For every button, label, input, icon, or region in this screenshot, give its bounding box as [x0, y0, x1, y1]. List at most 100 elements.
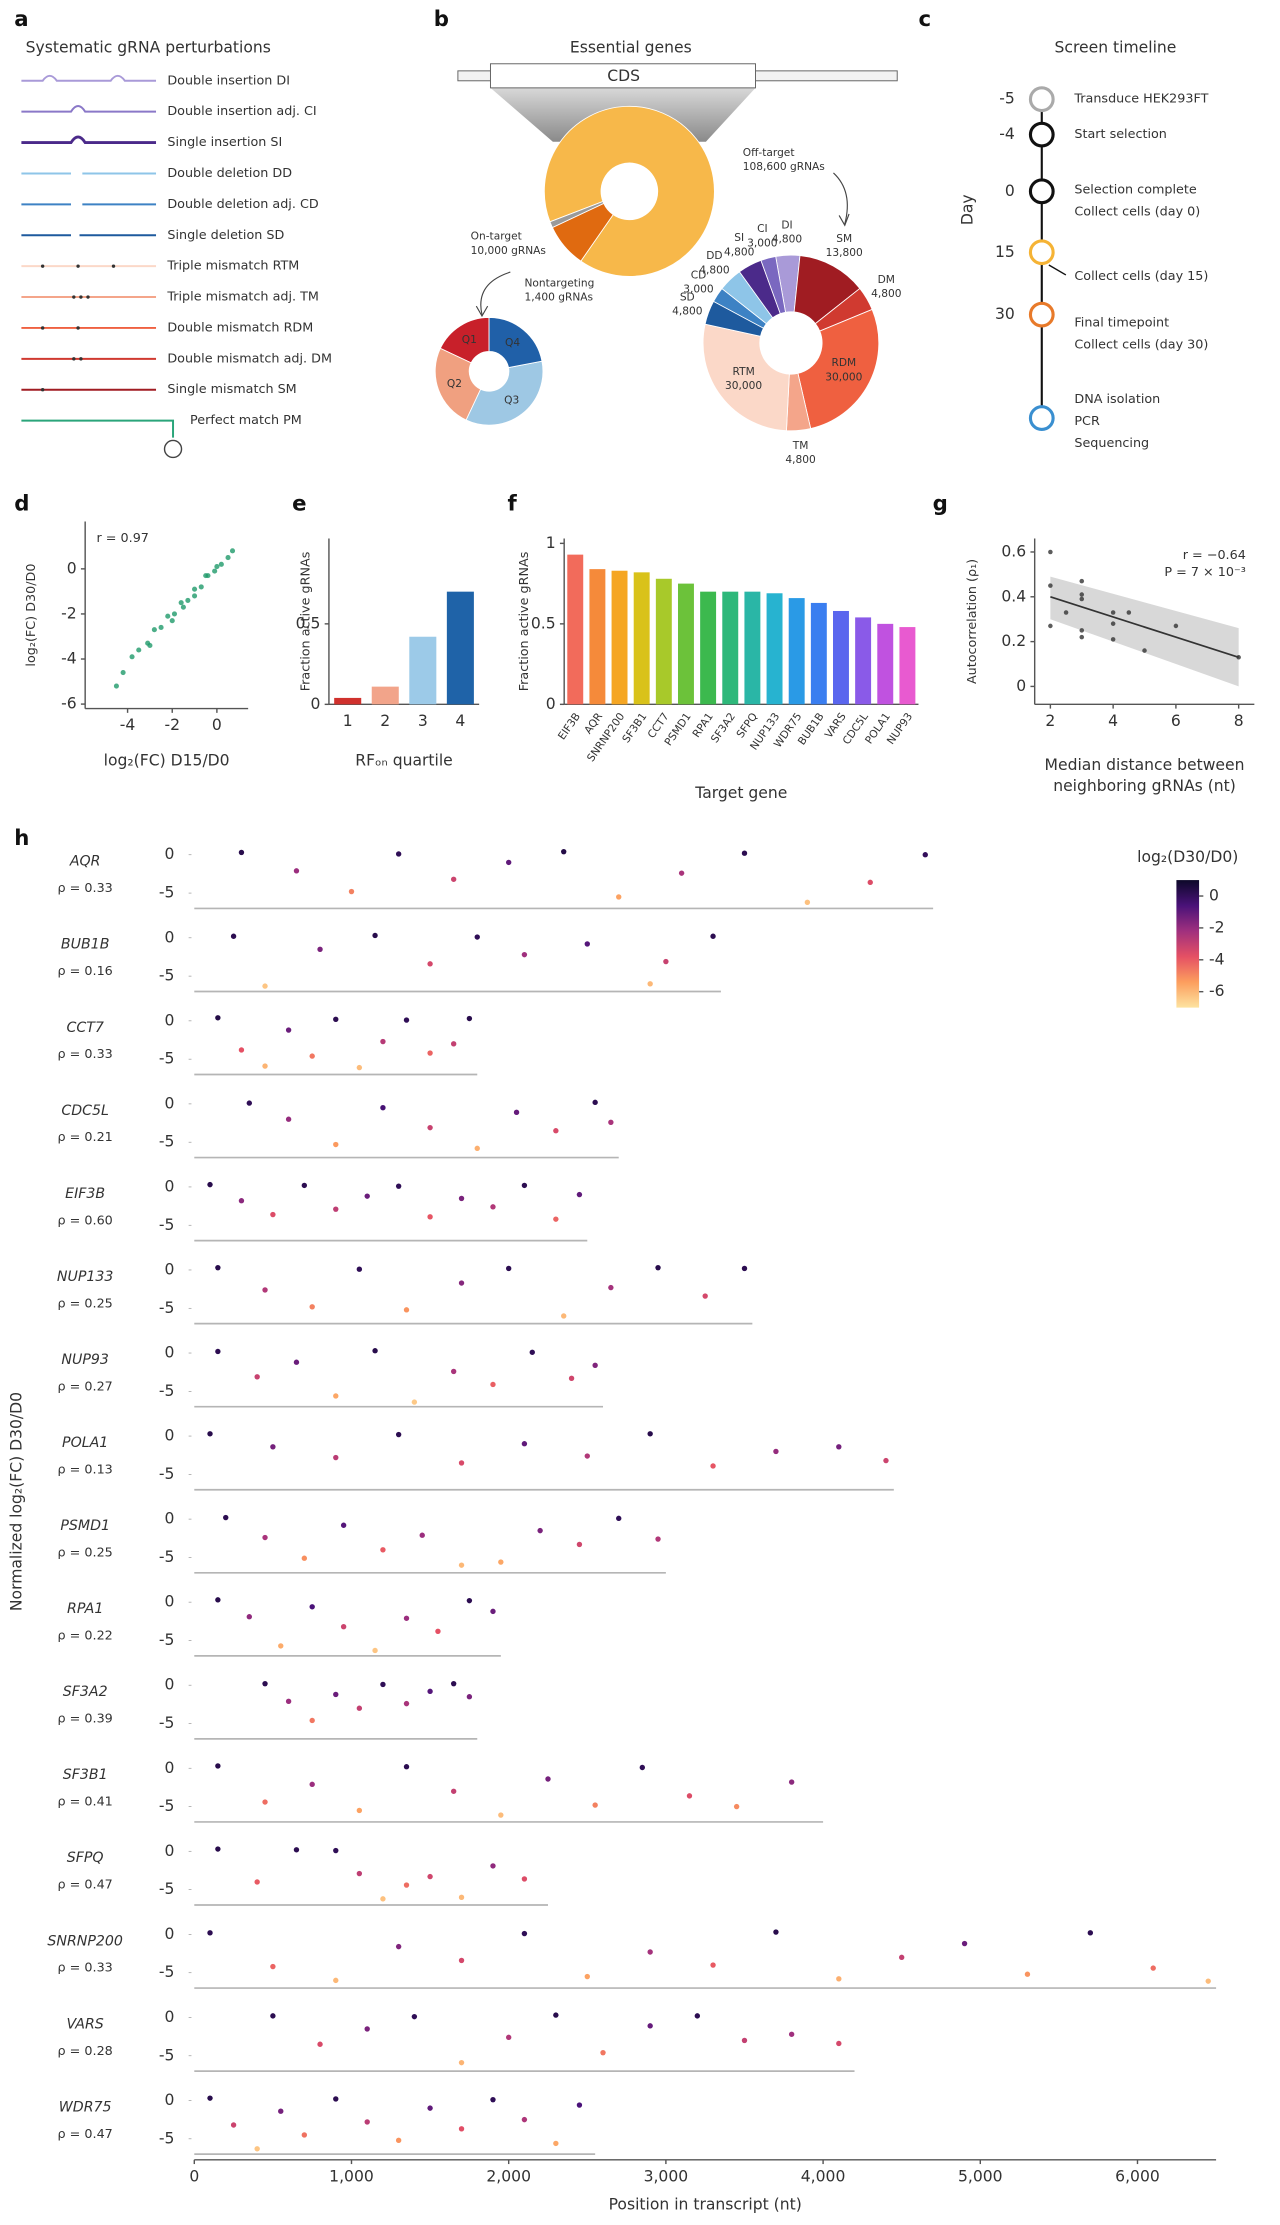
arrow [480, 271, 511, 315]
perturbation-label: Double insertion DI [167, 73, 290, 88]
point [278, 1643, 284, 1649]
point [198, 584, 204, 590]
point [1024, 1971, 1031, 1977]
segment-label: Off-target [743, 146, 795, 159]
point [647, 2023, 653, 2029]
arrow-head [838, 213, 850, 227]
mismatch-dot [79, 295, 83, 299]
point [203, 573, 209, 579]
point [741, 850, 748, 856]
y-tick-label: 0 [165, 928, 175, 946]
point [229, 548, 236, 554]
y-tick-label: 0.5 [296, 614, 321, 632]
point [333, 2096, 339, 2102]
point [230, 2122, 237, 2128]
point [207, 1181, 213, 1188]
point [553, 2140, 559, 2147]
point [702, 1293, 708, 1299]
event-label: DNA isolation [1074, 392, 1160, 407]
point [553, 1128, 559, 1134]
point [741, 2037, 748, 2044]
rho-label: ρ = 0.22 [58, 1629, 113, 1644]
donut-segment [549, 200, 605, 229]
rho-label: ρ = 0.25 [58, 1545, 113, 1560]
point [192, 586, 198, 592]
confidence-band [1050, 576, 1239, 687]
gene-name: POLA1 [62, 1435, 108, 1451]
point [710, 933, 716, 939]
point [836, 2040, 842, 2047]
perturbation-label: Double mismatch adj. DM [167, 351, 332, 366]
gene-name: AQR [69, 854, 101, 870]
y-tick-label: -5 [159, 1548, 175, 1566]
point [490, 2096, 496, 2103]
perturbation-glyph [21, 105, 157, 113]
perturbation-glyph [21, 74, 157, 82]
point [490, 1381, 496, 1388]
point [309, 1717, 315, 1724]
perturbation-label: Triple mismatch RTM [166, 259, 299, 274]
y-tick-label: -5 [159, 1216, 175, 1234]
mismatch-dot [86, 295, 90, 299]
mismatch-dot [72, 357, 76, 361]
point [301, 1182, 308, 1189]
y-tick-label: -5 [159, 1963, 175, 1981]
rho-label: ρ = 0.16 [58, 964, 113, 979]
bar [371, 686, 399, 705]
point [1110, 621, 1116, 626]
y-tick-label: -5 [159, 1797, 175, 1815]
point [647, 981, 653, 987]
point [576, 1541, 583, 1548]
point [333, 1206, 339, 1212]
y-tick-label: 0 [165, 1759, 175, 1777]
x-tick-label: 2 [380, 712, 390, 730]
point [270, 1444, 276, 1450]
point [348, 888, 355, 895]
point [333, 1847, 339, 1854]
point [238, 1047, 245, 1053]
rho-label: ρ = 0.25 [58, 1296, 113, 1311]
point [450, 876, 457, 882]
point [356, 1870, 363, 1877]
y-tick-label: 0 [165, 2008, 175, 2026]
point [490, 1204, 496, 1210]
segment-value-label: 13,800 [826, 246, 863, 259]
point [576, 2102, 583, 2108]
point [867, 879, 873, 886]
segment-value-label: 4,800 [871, 287, 902, 300]
x-tick-label: -2 [164, 716, 180, 734]
segment-value-label: 3,000 [747, 236, 778, 249]
point [309, 1781, 315, 1788]
x-tick-label: 0 [212, 716, 222, 734]
point [435, 1628, 441, 1635]
point [333, 1141, 339, 1148]
point [151, 627, 157, 633]
point [584, 1973, 590, 1980]
point [458, 2126, 465, 2132]
point [403, 1882, 410, 1888]
point [380, 1547, 386, 1553]
segment-value-label: 4,800 [699, 263, 730, 276]
axis-label: Day [959, 194, 977, 225]
point [773, 1448, 779, 1455]
timeline-point [1028, 239, 1055, 266]
cds-label: CDS [607, 67, 640, 85]
gene-name: SNRNP200 [47, 1933, 123, 1949]
y-tick-label: -5 [159, 1299, 175, 1317]
segment-label: DI [781, 218, 792, 231]
segment-value-label: 10,000 gRNAs [471, 244, 547, 257]
gene-name: NUP133 [57, 1269, 114, 1285]
point [427, 961, 433, 967]
panel-title: Essential genes [570, 39, 692, 57]
point [395, 2137, 402, 2144]
point [356, 1266, 363, 1272]
point [158, 624, 164, 631]
point [380, 1038, 386, 1045]
x-tick-label: 2,000 [486, 2167, 531, 2185]
point [592, 1802, 598, 1808]
point [647, 1949, 653, 1955]
point [450, 1680, 457, 1687]
point [553, 2012, 559, 2018]
y-tick-label: 0 [1016, 677, 1026, 695]
point [270, 1211, 276, 1218]
